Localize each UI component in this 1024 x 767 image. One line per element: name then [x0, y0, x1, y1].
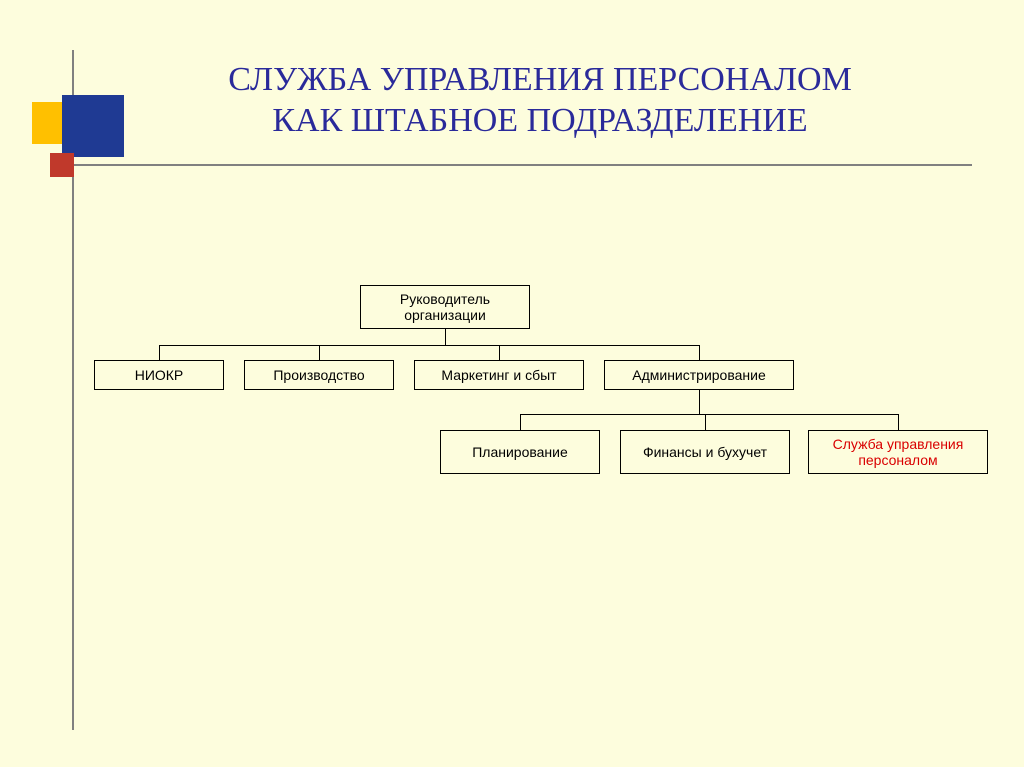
connector-top_hbar — [159, 345, 699, 346]
title-line-2: КАК ШТАБНОЕ ПОДРАЗДЕЛЕНИЕ — [272, 102, 807, 139]
node-niokr-label: НИОКР — [135, 367, 184, 383]
header-line-horizontal — [60, 164, 972, 166]
node-root-label: Руководитель организации — [367, 291, 523, 323]
connector-c1_down — [520, 414, 521, 430]
node-finance-label: Финансы и бухучет — [643, 444, 767, 460]
node-planning-label: Планирование — [472, 444, 568, 460]
connector-c3_down — [898, 414, 899, 430]
node-admin-label: Администрирование — [632, 367, 766, 383]
node-hr-service-label: Служба управления персоналом — [815, 436, 981, 468]
red-square-icon — [50, 153, 74, 177]
connector-n4_up — [699, 345, 700, 360]
node-root: Руководитель организации — [360, 285, 530, 329]
node-admin: Администрирование — [604, 360, 794, 390]
connector-c2_down — [705, 414, 706, 430]
slide-title: СЛУЖБА УПРАВЛЕНИЯ ПЕРСОНАЛОМ КАК ШТАБНОЕ… — [130, 60, 950, 142]
node-finance: Финансы и бухучет — [620, 430, 790, 474]
connector-n4_down — [699, 390, 700, 414]
node-niokr: НИОКР — [94, 360, 224, 390]
connector-n2_up — [319, 345, 320, 360]
navy-square-icon — [62, 95, 124, 157]
node-production-label: Производство — [273, 367, 364, 383]
title-line-1: СЛУЖБА УПРАВЛЕНИЯ ПЕРСОНАЛОМ — [228, 61, 852, 98]
node-planning: Планирование — [440, 430, 600, 474]
connector-bot_hbar — [520, 414, 898, 415]
node-marketing-label: Маркетинг и сбыт — [441, 367, 556, 383]
connector-n1_up — [159, 345, 160, 360]
node-hr-service: Служба управления персоналом — [808, 430, 988, 474]
node-marketing: Маркетинг и сбыт — [414, 360, 584, 390]
connector-n3_up — [499, 345, 500, 360]
connector-root_down — [445, 329, 446, 345]
slide: СЛУЖБА УПРАВЛЕНИЯ ПЕРСОНАЛОМ КАК ШТАБНОЕ… — [0, 0, 1024, 767]
node-production: Производство — [244, 360, 394, 390]
